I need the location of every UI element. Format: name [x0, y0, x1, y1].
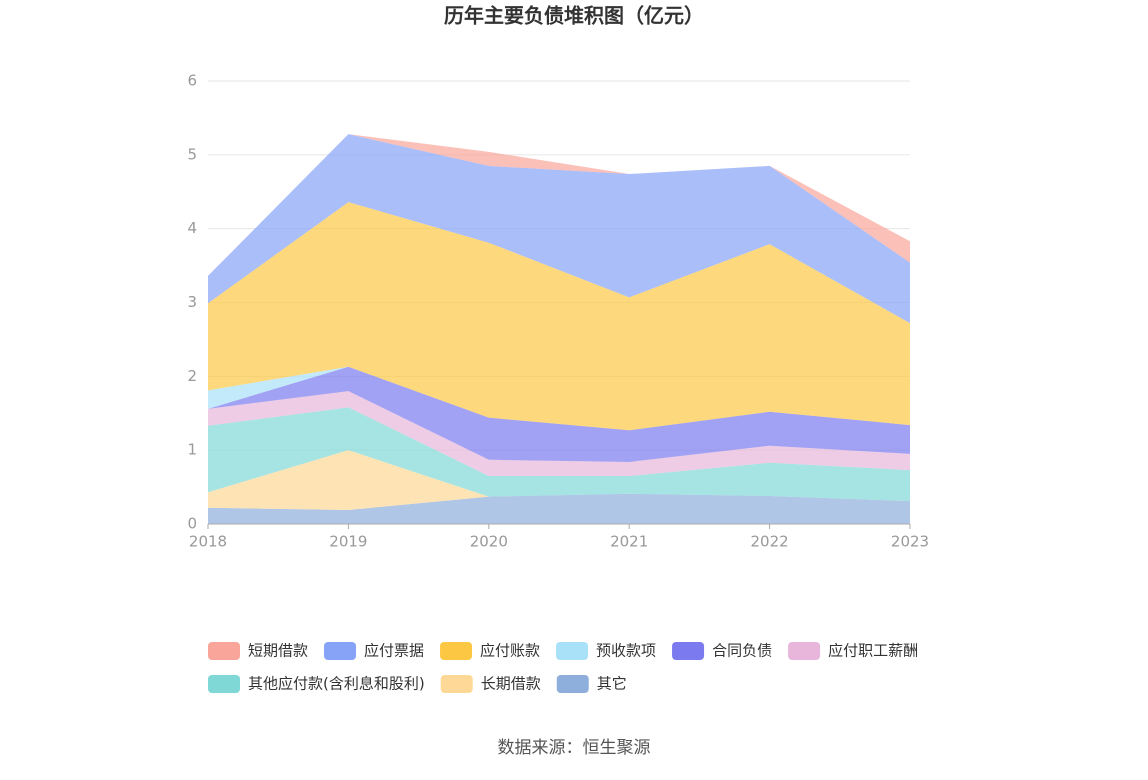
area	[208, 493, 910, 524]
area	[208, 134, 910, 324]
x-tick-label: 2022	[751, 533, 789, 551]
legend-label: 应付票据	[364, 642, 424, 660]
legend-swatch	[556, 675, 589, 693]
legend-swatch	[672, 642, 705, 660]
y-tick-label: 5	[187, 145, 197, 163]
legend-swatch	[556, 642, 589, 660]
legend-label: 应付职工薪酬	[828, 642, 918, 660]
chart-title: 历年主要负债堆积图（亿元）	[444, 4, 704, 28]
source-note: 数据来源：恒生聚源	[498, 738, 651, 758]
x-tick-label: 2018	[189, 533, 227, 551]
legend-label: 预收款项	[596, 642, 656, 660]
legend-label: 其它	[597, 675, 627, 693]
legend-label: 合同负债	[712, 642, 772, 660]
y-tick-label: 2	[187, 367, 197, 385]
legend-label: 应付账款	[480, 642, 540, 660]
legend-swatch	[208, 675, 240, 693]
legend-swatch	[440, 642, 473, 660]
x-tick-label: 2020	[470, 533, 508, 551]
y-tick-label: 6	[187, 72, 197, 90]
area	[208, 202, 910, 431]
area	[208, 407, 910, 502]
y-tick-label: 4	[187, 219, 197, 237]
legend-swatch	[440, 675, 473, 693]
area	[208, 450, 910, 510]
area	[208, 391, 910, 477]
y-tick-label: 3	[187, 293, 197, 311]
y-tick-label: 0	[187, 515, 197, 533]
legend-swatch	[324, 642, 357, 660]
x-tick-label: 2021	[610, 533, 648, 551]
legend-label: 其他应付款(含利息和股利)	[248, 675, 425, 693]
legend-label: 短期借款	[248, 642, 308, 660]
area	[208, 366, 910, 462]
legend-label: 长期借款	[481, 675, 541, 693]
x-tick-label: 2023	[891, 533, 929, 551]
legend-swatch	[788, 642, 821, 660]
x-tick-label: 2019	[329, 533, 367, 551]
legend-swatch	[208, 642, 240, 660]
y-tick-label: 1	[187, 441, 197, 459]
